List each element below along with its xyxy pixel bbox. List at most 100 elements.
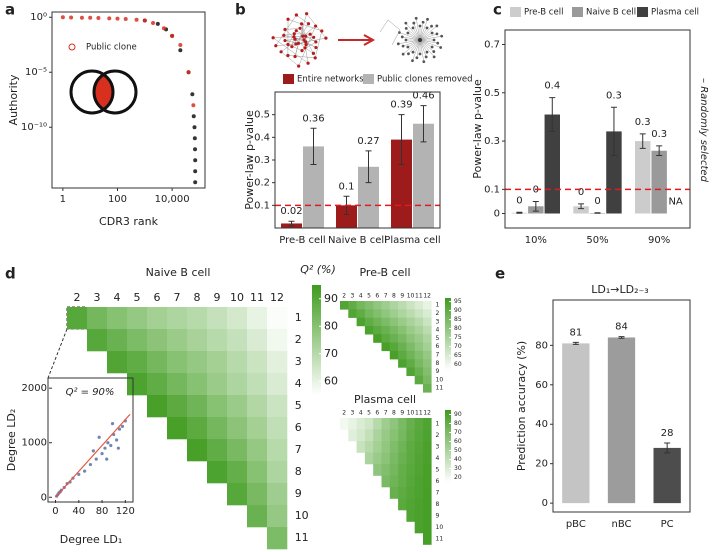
point: [97, 435, 101, 439]
colorbar-tick-label: 70: [454, 429, 462, 436]
network-node: [314, 45, 318, 50]
venn-circle: [69, 69, 115, 115]
network-edge: [419, 39, 433, 48]
legend-swatch: [637, 7, 648, 17]
column-label: 5: [134, 291, 141, 304]
heatmap-cell: [406, 359, 415, 368]
column-label: 11: [415, 410, 423, 417]
heatmap-cell: [389, 441, 399, 453]
chart-title: LD₁→LD₂₋₃: [591, 283, 648, 296]
heatmap-cell: [389, 317, 399, 327]
y-axis-label: Prediction accuracy (%): [515, 341, 528, 471]
colorbar-tick-label: 90: [454, 411, 462, 418]
colorbar-tick-label: 70: [454, 343, 462, 350]
column-label: 2: [342, 293, 346, 300]
row-label: 7: [295, 443, 302, 456]
heatmap-cell: [414, 334, 424, 343]
heatmap-cell: [406, 418, 415, 430]
heatmap-cell: [381, 452, 391, 465]
heatmap-cell: [406, 317, 415, 327]
heatmap-cell: [373, 334, 382, 343]
column-label: 3: [94, 291, 101, 304]
heatmap-cell: [87, 329, 108, 352]
x-axis-label: CDR3 rank: [99, 215, 159, 228]
venn-overlap: [94, 71, 113, 113]
point: [69, 15, 74, 20]
network-node: [300, 49, 304, 53]
network-node: [294, 29, 298, 33]
heatmap-cell: [423, 533, 432, 545]
heatmap-cell: [414, 359, 424, 368]
heatmap-cell: [381, 334, 391, 343]
network-node: [412, 21, 416, 25]
column-label: 9: [400, 293, 404, 300]
network-edge: [298, 37, 326, 44]
row-label: 8: [295, 465, 302, 478]
row-label: 11: [295, 531, 309, 544]
y-axis-label: Degree LD₂: [5, 409, 18, 472]
row-label: 11: [436, 385, 444, 392]
network-node: [301, 34, 305, 38]
network-node: [290, 45, 294, 49]
point: [77, 472, 81, 476]
heatmap-cell: [389, 350, 399, 360]
network-node: [396, 42, 400, 46]
row-label: 9: [295, 487, 302, 500]
colorbar-tick-label: 60: [454, 438, 462, 445]
x-tick-label: pBC: [566, 519, 586, 530]
annotation: – Randomly selected: [698, 78, 709, 183]
heatmap-cell: [227, 307, 248, 330]
network-edge: [407, 32, 421, 41]
network-node: [303, 34, 308, 38]
column-label: 4: [359, 293, 363, 300]
network-edge: [419, 33, 437, 41]
column-label: 11: [250, 291, 264, 304]
heatmap-cell: [398, 498, 407, 511]
heatmap-cell: [340, 418, 349, 430]
network-node: [401, 44, 405, 48]
network-node: [425, 50, 429, 54]
heatmap-cell: [423, 367, 432, 376]
point: [120, 424, 125, 428]
heatmap-cell: [147, 351, 168, 374]
row-label: 1: [295, 311, 302, 324]
heatmap-cell: [423, 452, 432, 465]
network-edge: [413, 23, 421, 41]
y-tick-label: 80: [535, 340, 548, 351]
heatmap-cell: [381, 301, 391, 310]
heatmap-cell: [187, 395, 208, 418]
network-node: [314, 40, 318, 44]
colorbar-tick-label: 75: [454, 334, 462, 341]
heatmap-cell: [423, 350, 432, 360]
heatmap-cell: [267, 461, 288, 484]
heatmap-cell: [373, 309, 382, 318]
legend-label: Public clone: [86, 43, 137, 53]
column-label: 2: [342, 410, 346, 417]
network-node: [418, 24, 422, 28]
heatmap-cell: [247, 373, 268, 396]
legend-swatch: [363, 74, 374, 84]
point: [192, 125, 197, 130]
network-node: [432, 55, 436, 59]
column-label: 4: [114, 291, 121, 304]
heatmap-cell: [373, 464, 382, 476]
heatmap-cell: [167, 351, 188, 374]
column-label: 8: [392, 410, 396, 417]
bar: [562, 343, 590, 504]
heatmap-cell: [406, 510, 415, 522]
column-label: 10: [407, 410, 415, 417]
heatmap-cell: [373, 452, 382, 465]
heatmap-cell: [207, 307, 228, 330]
colorbar: [445, 298, 451, 370]
network-node: [286, 17, 290, 21]
heatmap-cell: [406, 309, 415, 318]
point: [178, 43, 183, 47]
x-tick-label: Naive B cell: [328, 235, 387, 246]
network-edge: [419, 27, 428, 41]
heatmap-cell: [389, 418, 399, 430]
network-edge: [406, 28, 421, 41]
row-label: 4: [436, 455, 440, 462]
heatmap-cell: [398, 464, 407, 476]
network-edge: [412, 27, 421, 41]
y-tick-label: 40: [535, 419, 548, 430]
